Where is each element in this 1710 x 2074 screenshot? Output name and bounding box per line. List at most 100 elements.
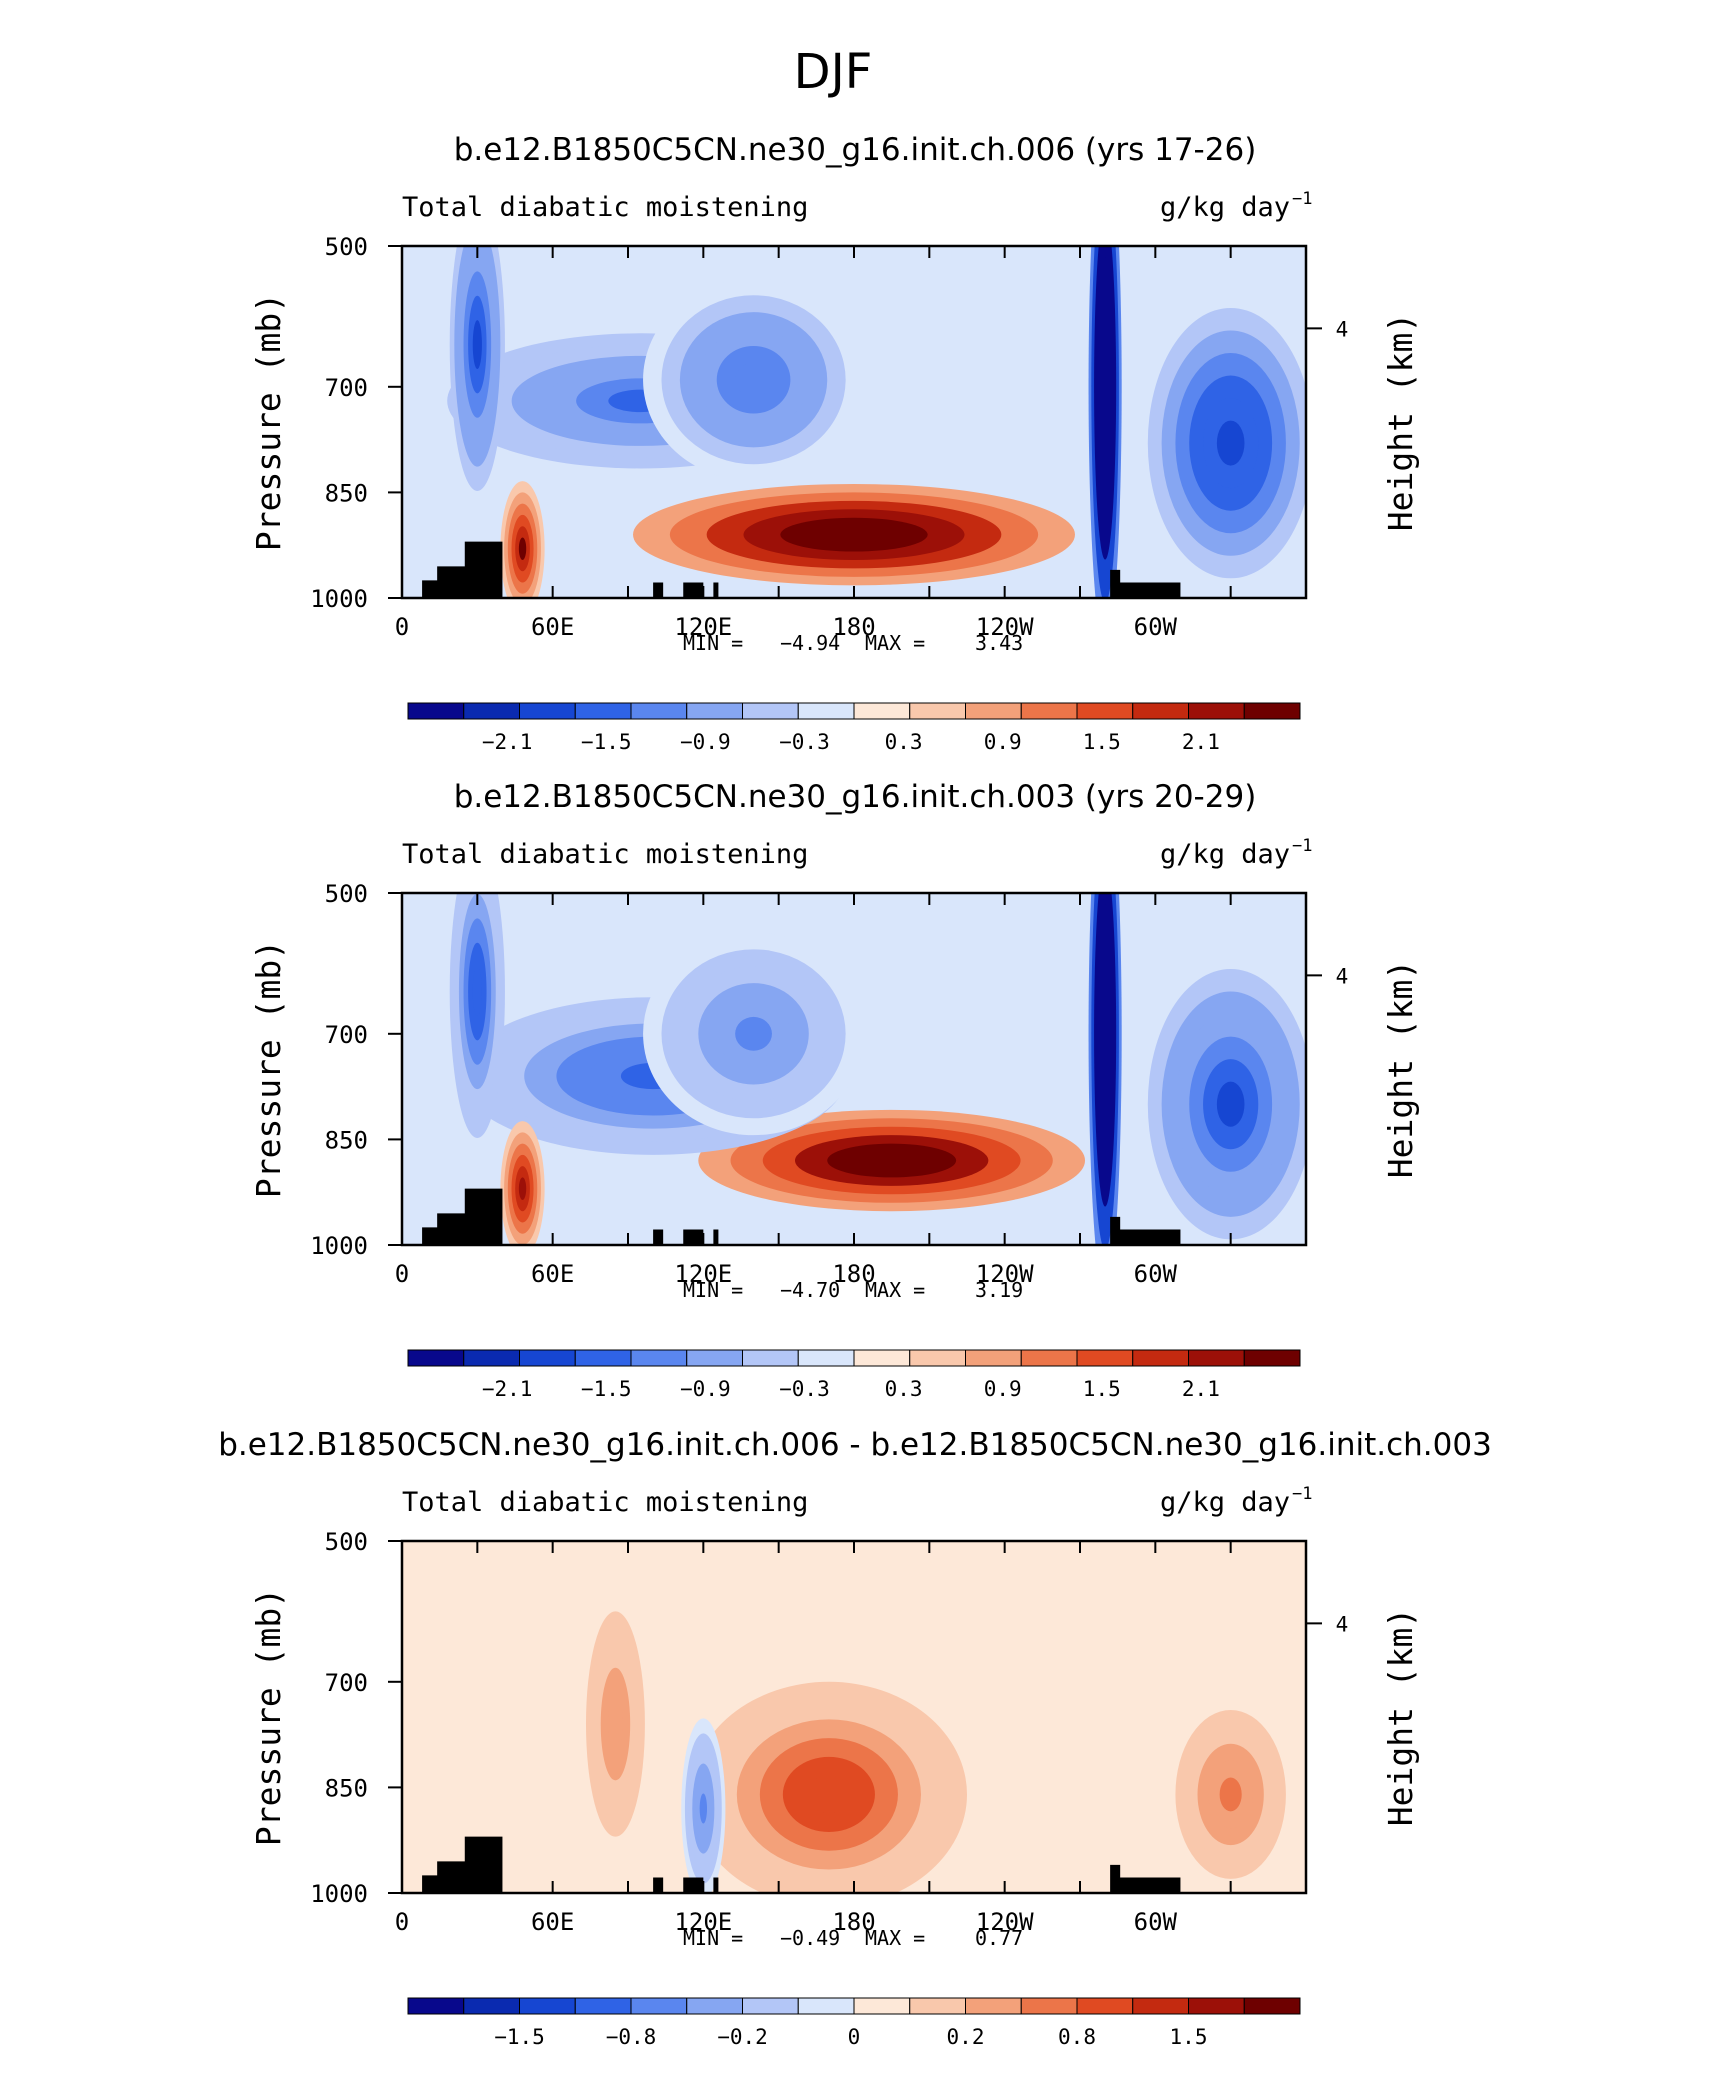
panel-2: b.e12.B1850C5CN.ne30_g16.init.ch.003 (yr… bbox=[249, 779, 1420, 1401]
stats-max: 0.77 bbox=[975, 1926, 1023, 1950]
colorbar-cell bbox=[909, 702, 966, 720]
units-exponent: −1 bbox=[1292, 1484, 1312, 1504]
colorbar-label: −1.5 bbox=[581, 1377, 632, 1401]
x-tick-label: 60E bbox=[531, 1908, 574, 1936]
terrain-mask bbox=[653, 582, 664, 598]
x-tick-label: 60E bbox=[531, 1260, 574, 1288]
colorbar-cell bbox=[630, 1349, 688, 1367]
colorbar-cell bbox=[853, 1997, 911, 2015]
colorbar-cell bbox=[797, 1349, 855, 1367]
colorbar-cell bbox=[1243, 1997, 1301, 2015]
units-exponent: −1 bbox=[1292, 836, 1312, 856]
panel-1: b.e12.B1850C5CN.ne30_g16.init.ch.006 (yr… bbox=[249, 132, 1420, 754]
stats-max-label: MAX = bbox=[865, 631, 925, 655]
units-label: g/kg day bbox=[1160, 839, 1290, 870]
colorbar-cell bbox=[853, 1349, 911, 1367]
colorbar-label: −0.8 bbox=[606, 2025, 657, 2049]
x-tick-label: 120E bbox=[674, 1260, 732, 1288]
y-tick-label: 850 bbox=[325, 1126, 368, 1154]
colorbar-label: −1.5 bbox=[581, 730, 632, 754]
colorbar-cell bbox=[1188, 1997, 1245, 2015]
colorbar-label: −0.3 bbox=[779, 1377, 830, 1401]
colorbar-cell bbox=[742, 1997, 799, 2015]
colorbar-cell bbox=[965, 702, 1022, 720]
colorbar-label: −0.9 bbox=[680, 730, 731, 754]
colorbar-label: −1.5 bbox=[494, 2025, 545, 2049]
x-tick-label: 120E bbox=[674, 613, 732, 641]
contour-blob bbox=[518, 537, 527, 560]
y-tick-label: 700 bbox=[325, 1669, 368, 1697]
colorbar-label: 1.5 bbox=[1083, 1377, 1121, 1401]
colorbar-cell bbox=[630, 1997, 688, 2015]
contour-blob bbox=[1102, 343, 1108, 430]
panel-title: b.e12.B1850C5CN.ne30_g16.init.ch.006 - b… bbox=[218, 1427, 1492, 1463]
x-tick-label: 0 bbox=[395, 1260, 409, 1288]
x-tick-label: 180 bbox=[832, 613, 875, 641]
stats-max: 3.19 bbox=[975, 1278, 1023, 1302]
colorbar-cell bbox=[909, 1349, 966, 1367]
y-axis-label: Pressure (mb) bbox=[249, 940, 288, 1198]
units-label: g/kg day bbox=[1160, 192, 1290, 223]
y-tick-label: 1000 bbox=[310, 585, 368, 613]
stats-min-label: MIN = bbox=[683, 1278, 743, 1302]
terrain-mask bbox=[422, 541, 503, 598]
colorbar-label: 0.3 bbox=[885, 730, 923, 754]
y-axis-label: Pressure (mb) bbox=[249, 293, 288, 551]
colorbar-label: −2.1 bbox=[482, 1377, 533, 1401]
colorbar-cell bbox=[742, 1349, 799, 1367]
contour-blob bbox=[472, 967, 482, 1016]
colorbar-cell bbox=[686, 702, 743, 720]
colorbar-cell bbox=[1188, 702, 1245, 720]
x-tick-label: 180 bbox=[832, 1260, 875, 1288]
terrain-mask bbox=[683, 582, 704, 598]
contour-blob bbox=[859, 1152, 924, 1169]
terrain-mask bbox=[422, 1188, 503, 1245]
units-label: g/kg day bbox=[1160, 1487, 1290, 1518]
x-tick-label: 60W bbox=[1134, 613, 1178, 641]
colorbar-cell bbox=[463, 1349, 520, 1367]
x-tick-label: 120E bbox=[674, 1908, 732, 1936]
colorbar-cell bbox=[853, 702, 911, 720]
contour-blob bbox=[1102, 990, 1108, 1077]
terrain-mask bbox=[683, 1229, 704, 1245]
y2-axis-label: Height (km) bbox=[1381, 1608, 1420, 1827]
stats-max: 3.43 bbox=[975, 631, 1023, 655]
contour-blob bbox=[518, 1177, 527, 1200]
colorbar-label: 0 bbox=[848, 2025, 861, 2049]
y2-tick-label: 4 bbox=[1336, 1612, 1349, 1636]
contour-blob bbox=[1219, 1777, 1242, 1812]
colorbar-cell bbox=[1132, 702, 1189, 720]
terrain-mask bbox=[653, 1229, 664, 1245]
terrain-mask bbox=[713, 582, 719, 598]
colorbar-cell bbox=[407, 1997, 465, 2015]
y-tick-label: 850 bbox=[325, 479, 368, 507]
units-exponent: −1 bbox=[1292, 189, 1312, 209]
colorbar-label: 2.1 bbox=[1182, 1377, 1220, 1401]
colorbar-cell bbox=[407, 1349, 465, 1367]
y2-axis-label: Height (km) bbox=[1381, 313, 1420, 532]
colorbar-label: 1.5 bbox=[1083, 730, 1121, 754]
colorbar-label: 0.2 bbox=[947, 2025, 985, 2049]
y-axis-label: Pressure (mb) bbox=[249, 1588, 288, 1846]
contour-blob bbox=[735, 362, 772, 397]
terrain-mask bbox=[422, 1836, 503, 1893]
colorbar-cell bbox=[574, 1349, 632, 1367]
stats-min: −0.49 bbox=[780, 1926, 840, 1950]
colorbar-cell bbox=[519, 1997, 576, 2015]
variable-label: Total diabatic moistening bbox=[402, 192, 808, 223]
contour-blob bbox=[735, 1016, 772, 1051]
contour-field bbox=[402, 246, 1306, 598]
terrain-mask bbox=[1110, 569, 1181, 598]
terrain-mask bbox=[713, 1877, 719, 1893]
terrain-mask bbox=[683, 1877, 704, 1893]
y-tick-label: 700 bbox=[325, 374, 368, 402]
colorbar-cell bbox=[1076, 702, 1134, 720]
colorbar-label: 0.9 bbox=[984, 730, 1022, 754]
y-tick-label: 500 bbox=[325, 233, 368, 261]
colorbar-cell bbox=[1132, 1349, 1189, 1367]
x-tick-label: 180 bbox=[832, 1908, 875, 1936]
colorbar-cell bbox=[1020, 702, 1078, 720]
y-tick-label: 700 bbox=[325, 1021, 368, 1049]
colorbar-cell bbox=[909, 1997, 966, 2015]
